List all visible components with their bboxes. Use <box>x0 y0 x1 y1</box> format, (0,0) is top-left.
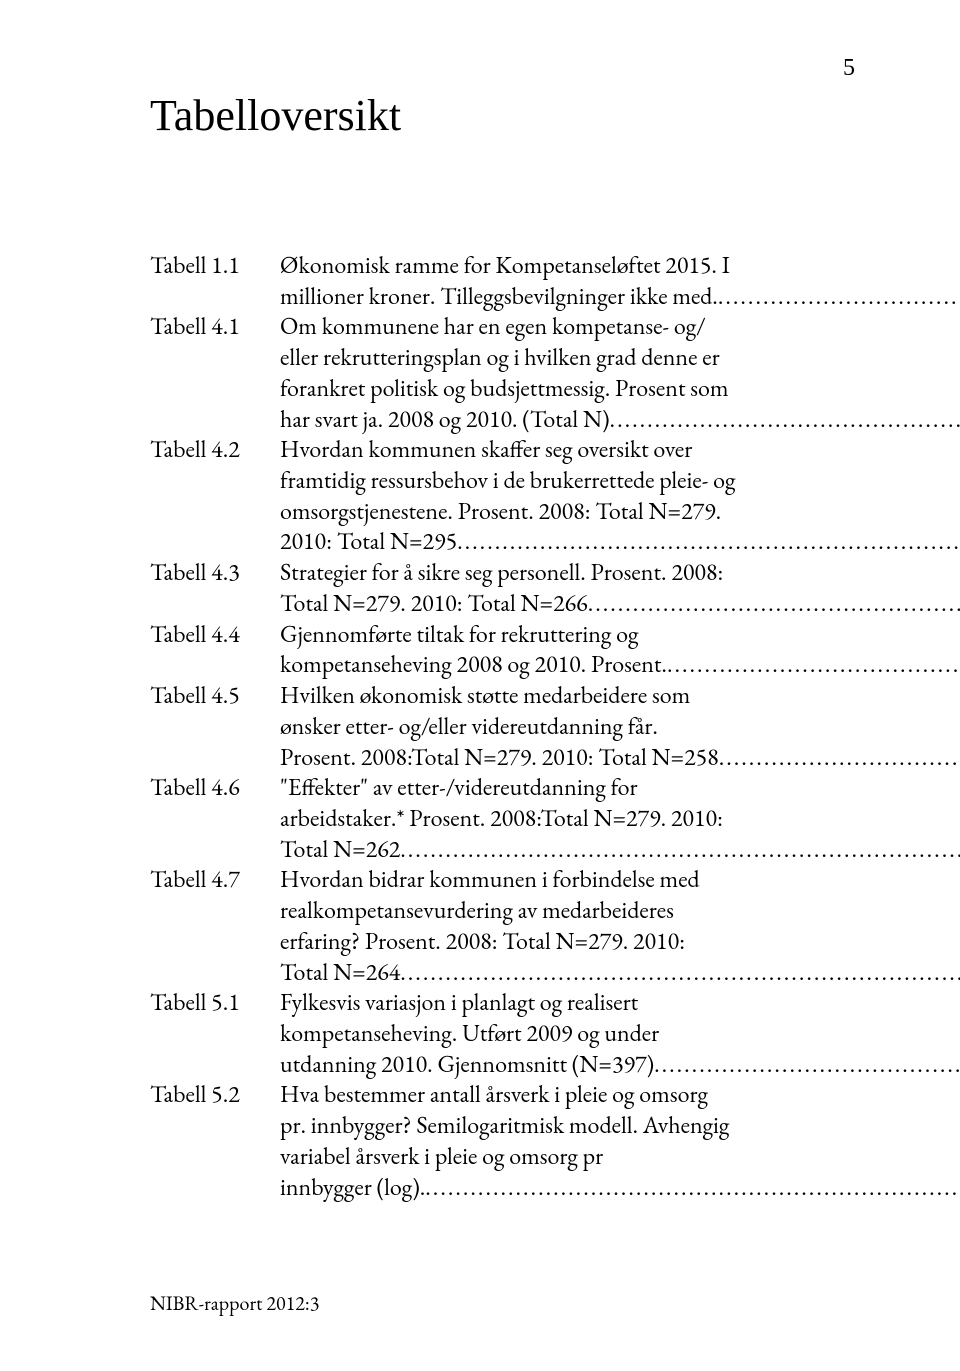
toc-entry-label: Tabell 4.4 <box>150 620 280 651</box>
toc-entry-label: Tabell 5.2 <box>150 1080 280 1111</box>
toc-leader-line: Total N=279. 2010: Total N=26671 <box>280 589 960 620</box>
toc-entry-label: Tabell 4.5 <box>150 681 280 712</box>
toc-entry-line: Hva bestemmer antall årsverk i pleie og … <box>280 1080 960 1111</box>
toc-entry-tail: Total N=262 <box>280 835 400 866</box>
toc-entry-text: Gjennomførte tiltak for rekruttering ogk… <box>280 620 960 681</box>
toc-entry-tail: Total N=264 <box>280 958 400 989</box>
leader-dots <box>667 650 960 681</box>
toc-leader-line: innbygger (log).111 <box>280 1173 960 1204</box>
toc-entry-text: Strategier for å sikre seg personell. Pr… <box>280 558 960 619</box>
toc-entry-text: Hvilken økonomisk støtte medarbeidere so… <box>280 681 960 773</box>
toc-leader-line: millioner kroner. Tilleggsbevilgninger i… <box>280 282 960 313</box>
toc-entry-text: Økonomisk ramme for Kompetanseløftet 201… <box>280 251 960 312</box>
toc-entry: Tabell 4.7Hvordan bidrar kommunen i forb… <box>150 865 860 988</box>
toc-entry: Tabell 4.3Strategier for å sikre seg per… <box>150 558 860 619</box>
toc-entry-line: omsorgstjenestene. Prosent. 2008: Total … <box>280 497 960 528</box>
toc-entry-line: Økonomisk ramme for Kompetanseløftet 201… <box>280 251 960 282</box>
page-title: Tabelloversikt <box>150 90 860 141</box>
toc-entry-tail: Prosent. 2008:Total N=279. 2010: Total N… <box>280 743 719 774</box>
toc-entry-text: "Effekter" av etter-/videreutdanning for… <box>280 773 960 865</box>
toc-entry-tail: Total N=279. 2010: Total N=266 <box>280 589 588 620</box>
toc-entry-text: Hvordan bidrar kommunen i forbindelse me… <box>280 865 960 988</box>
leader-dots <box>654 1050 960 1081</box>
toc-entry-line: kompetanseheving. Utført 2009 og under <box>280 1019 960 1050</box>
toc-entry-tail: 2010: Total N=295 <box>280 527 457 558</box>
toc-entry-line: arbeidstaker.* Prosent. 2008:Total N=279… <box>280 804 960 835</box>
toc-entry-line: ønsker etter- og/eller videreutdanning f… <box>280 712 960 743</box>
toc-entry-line: Hvilken økonomisk støtte medarbeidere so… <box>280 681 960 712</box>
toc-entry-text: Om kommunene har en egen kompetanse- og/… <box>280 312 960 435</box>
toc-entry-line: forankret politisk og budsjettmessig. Pr… <box>280 374 960 405</box>
toc-entry: Tabell 4.5Hvilken økonomisk støtte medar… <box>150 681 860 773</box>
toc-leader-line: har svart ja. 2008 og 2010. (Total N)63 <box>280 405 960 436</box>
toc-entry-label: Tabell 5.1 <box>150 988 280 1019</box>
toc-entry-label: Tabell 4.7 <box>150 865 280 896</box>
leader-dots <box>425 1173 960 1204</box>
toc-entry: Tabell 1.1Økonomisk ramme for Kompetanse… <box>150 251 860 312</box>
toc-entry-tail: millioner kroner. Tilleggsbevilgninger i… <box>280 282 718 313</box>
toc-entry-tail: har svart ja. 2008 og 2010. (Total N) <box>280 405 610 436</box>
leader-dots <box>718 282 960 313</box>
toc-entry-tail: innbygger (log). <box>280 1173 425 1204</box>
toc-leader-line: Total N=26496 <box>280 958 960 989</box>
toc-entry-line: Om kommunene har en egen kompetanse- og/ <box>280 312 960 343</box>
toc-entry: Tabell 5.2Hva bestemmer antall årsverk i… <box>150 1080 860 1203</box>
toc-entry-line: erfaring? Prosent. 2008: Total N=279. 20… <box>280 927 960 958</box>
toc-entry-tail: kompetanseheving 2008 og 2010. Prosent. <box>280 650 667 681</box>
toc-entry-line: variabel årsverk i pleie og omsorg pr <box>280 1142 960 1173</box>
toc-entry-label: Tabell 4.2 <box>150 435 280 466</box>
leader-dots <box>610 405 960 436</box>
toc-entry-text: Fylkesvis variasjon i planlagt og realis… <box>280 988 960 1080</box>
toc-entry-text: Hva bestemmer antall årsverk i pleie og … <box>280 1080 960 1203</box>
toc-entry: Tabell 4.2Hvordan kommunen skaffer seg o… <box>150 435 860 558</box>
toc-entry-line: eller rekrutteringsplan og i hvilken gra… <box>280 343 960 374</box>
toc-entry: Tabell 5.1Fylkesvis variasjon i planlagt… <box>150 988 860 1080</box>
toc-entry-line: Hvordan bidrar kommunen i forbindelse me… <box>280 865 960 896</box>
toc-entry: Tabell 4.4Gjennomførte tiltak for rekrut… <box>150 620 860 681</box>
leader-dots <box>457 527 960 558</box>
toc-entry-label: Tabell 4.6 <box>150 773 280 804</box>
toc-entries: Tabell 1.1Økonomisk ramme for Kompetanse… <box>150 251 860 1203</box>
toc-leader-line: utdanning 2010. Gjennomsnitt (N=397)107 <box>280 1050 960 1081</box>
leader-dots <box>588 589 960 620</box>
toc-entry-line: realkompetansevurdering av medarbeideres <box>280 896 960 927</box>
page-number: 5 <box>843 55 855 82</box>
toc-entry-label: Tabell 1.1 <box>150 251 280 282</box>
document-page: 5 Tabelloversikt Tabell 1.1Økonomisk ram… <box>0 0 960 1371</box>
toc-entry-label: Tabell 4.1 <box>150 312 280 343</box>
toc-leader-line: 2010: Total N=29568 <box>280 527 960 558</box>
toc-entry-line: Fylkesvis variasjon i planlagt og realis… <box>280 988 960 1019</box>
toc-entry-line: Hvordan kommunen skaffer seg oversikt ov… <box>280 435 960 466</box>
toc-entry-line: Gjennomførte tiltak for rekruttering og <box>280 620 960 651</box>
toc-entry-line: "Effekter" av etter-/videreutdanning for <box>280 773 960 804</box>
toc-leader-line: Total N=26293 <box>280 835 960 866</box>
toc-leader-line: kompetanseheving 2008 og 2010. Prosent.7… <box>280 650 960 681</box>
toc-entry-line: Strategier for å sikre seg personell. Pr… <box>280 558 960 589</box>
toc-entry-tail: utdanning 2010. Gjennomsnitt (N=397) <box>280 1050 654 1081</box>
toc-entry-line: framtidig ressursbehov i de brukerretted… <box>280 466 960 497</box>
toc-entry-label: Tabell 4.3 <box>150 558 280 589</box>
footer-text: NIBR-rapport 2012:3 <box>150 1290 319 1316</box>
leader-dots <box>400 958 960 989</box>
leader-dots <box>400 835 960 866</box>
toc-entry-line: pr. innbygger? Semilogaritmisk modell. A… <box>280 1111 960 1142</box>
toc-entry: Tabell 4.1Om kommunene har en egen kompe… <box>150 312 860 435</box>
toc-entry: Tabell 4.6"Effekter" av etter-/videreutd… <box>150 773 860 865</box>
toc-entry-text: Hvordan kommunen skaffer seg oversikt ov… <box>280 435 960 558</box>
leader-dots <box>719 743 960 774</box>
toc-leader-line: Prosent. 2008:Total N=279. 2010: Total N… <box>280 743 960 774</box>
